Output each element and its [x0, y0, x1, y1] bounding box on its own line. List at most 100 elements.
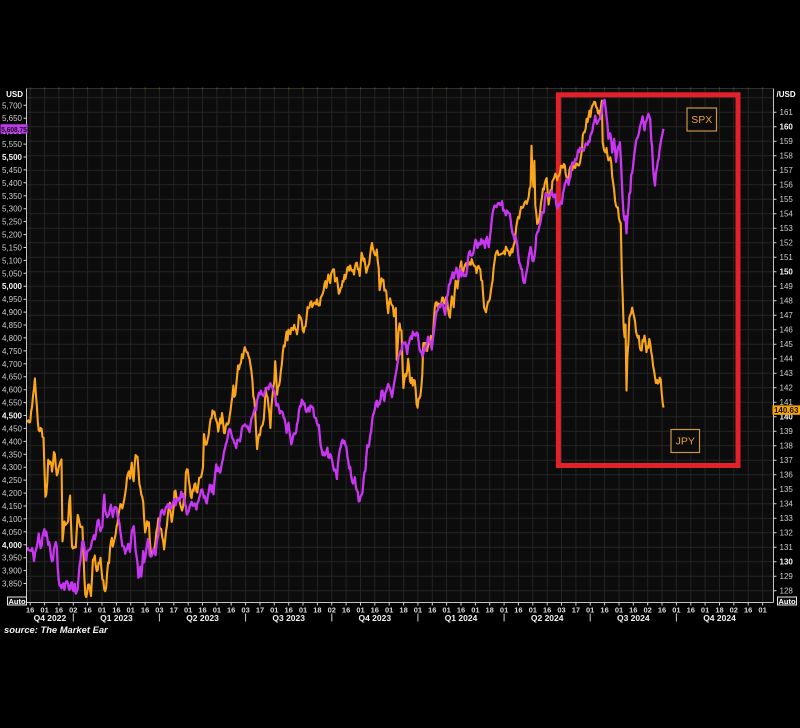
svg-text:18: 18 — [399, 605, 407, 614]
svg-text:133: 133 — [780, 514, 794, 523]
svg-text:5,500: 5,500 — [2, 153, 23, 162]
svg-text:157: 157 — [780, 166, 794, 175]
svg-text:Q1 2023: Q1 2023 — [100, 613, 133, 623]
svg-text:148: 148 — [780, 297, 794, 306]
svg-text:4,900: 4,900 — [2, 308, 23, 317]
svg-text:01: 01 — [299, 605, 307, 614]
svg-text:JPY: JPY — [676, 436, 695, 448]
svg-text:4,850: 4,850 — [2, 321, 23, 330]
svg-text:4,150: 4,150 — [2, 502, 23, 511]
svg-text:5,550: 5,550 — [2, 140, 23, 149]
svg-text:145: 145 — [780, 340, 794, 349]
svg-text:155: 155 — [780, 195, 794, 204]
svg-text:16: 16 — [227, 605, 235, 614]
svg-text:02: 02 — [730, 605, 738, 614]
svg-text:16: 16 — [658, 605, 666, 614]
svg-text:4,400: 4,400 — [2, 437, 23, 446]
svg-text:01: 01 — [471, 605, 479, 614]
svg-text:16: 16 — [141, 605, 149, 614]
svg-text:Q2 2023: Q2 2023 — [186, 613, 219, 623]
svg-text:01: 01 — [672, 605, 680, 614]
svg-text:142: 142 — [780, 384, 794, 393]
svg-text:18: 18 — [313, 605, 321, 614]
svg-text:136: 136 — [780, 471, 794, 480]
svg-text:4,300: 4,300 — [2, 463, 23, 472]
svg-text:18: 18 — [486, 605, 494, 614]
svg-text:Q2 2024: Q2 2024 — [531, 613, 564, 623]
svg-text:132: 132 — [780, 529, 794, 538]
svg-text:128: 128 — [780, 587, 794, 596]
svg-text:16: 16 — [371, 605, 379, 614]
svg-text:140.63: 140.63 — [774, 406, 799, 415]
svg-text:17: 17 — [170, 605, 178, 614]
svg-text:156: 156 — [780, 181, 794, 190]
svg-text:03: 03 — [155, 605, 163, 614]
svg-text:4,500: 4,500 — [2, 412, 23, 421]
svg-text:01: 01 — [184, 605, 192, 614]
svg-text:01: 01 — [414, 605, 422, 614]
svg-text:03: 03 — [557, 605, 565, 614]
svg-text:01: 01 — [529, 605, 537, 614]
svg-text:138: 138 — [780, 442, 794, 451]
svg-text:4,450: 4,450 — [2, 424, 23, 433]
svg-text:16: 16 — [629, 605, 637, 614]
svg-text:129: 129 — [780, 572, 794, 581]
svg-text:17: 17 — [572, 605, 580, 614]
svg-text:4,050: 4,050 — [2, 528, 23, 537]
svg-text:149: 149 — [780, 282, 794, 291]
svg-text:147: 147 — [780, 311, 794, 320]
svg-text:5,050: 5,050 — [2, 269, 23, 278]
svg-text:01: 01 — [442, 605, 450, 614]
svg-text:02: 02 — [644, 605, 652, 614]
svg-text:150: 150 — [780, 268, 794, 277]
svg-text:16: 16 — [543, 605, 551, 614]
svg-text:Q4 2024: Q4 2024 — [703, 613, 736, 623]
svg-text:137: 137 — [780, 456, 794, 465]
svg-text:02: 02 — [328, 605, 336, 614]
svg-text:4,700: 4,700 — [2, 360, 23, 369]
svg-text:3,900: 3,900 — [2, 567, 23, 576]
svg-text:16: 16 — [457, 605, 465, 614]
svg-text:SPX: SPX — [691, 114, 712, 126]
svg-text:01: 01 — [758, 605, 766, 614]
svg-text:131: 131 — [780, 543, 794, 552]
svg-text:5,000: 5,000 — [2, 282, 23, 291]
svg-text:161: 161 — [780, 108, 794, 117]
svg-text:3,950: 3,950 — [2, 554, 23, 563]
svg-text:5,650: 5,650 — [2, 114, 23, 123]
svg-text:141: 141 — [780, 398, 794, 407]
svg-text:Q3 2024: Q3 2024 — [617, 613, 650, 623]
svg-text:4,650: 4,650 — [2, 373, 23, 382]
svg-text:01: 01 — [385, 605, 393, 614]
svg-text:151: 151 — [780, 253, 794, 262]
svg-text:USD: USD — [6, 90, 23, 99]
svg-text:4,600: 4,600 — [2, 386, 23, 395]
svg-text:18: 18 — [715, 605, 723, 614]
svg-text:16: 16 — [342, 605, 350, 614]
svg-text:03: 03 — [241, 605, 249, 614]
svg-text:153: 153 — [780, 224, 794, 233]
svg-text:Auto: Auto — [8, 597, 25, 606]
svg-text:Auto: Auto — [778, 597, 795, 606]
svg-text:160: 160 — [780, 123, 794, 132]
svg-text:4,000: 4,000 — [2, 541, 23, 550]
svg-text:01: 01 — [500, 605, 508, 614]
svg-text:4,550: 4,550 — [2, 399, 23, 408]
svg-text:5,200: 5,200 — [2, 231, 23, 240]
svg-text:154: 154 — [780, 210, 794, 219]
svg-text:Q1 2024: Q1 2024 — [445, 613, 478, 623]
svg-text:Q4 2023: Q4 2023 — [358, 613, 391, 623]
svg-text:16: 16 — [285, 605, 293, 614]
svg-text:16: 16 — [55, 605, 63, 614]
svg-text:02: 02 — [69, 605, 77, 614]
svg-text:144: 144 — [780, 355, 794, 364]
svg-text:5,400: 5,400 — [2, 179, 23, 188]
svg-text:146: 146 — [780, 326, 794, 335]
svg-text:140: 140 — [780, 413, 794, 422]
svg-text:4,750: 4,750 — [2, 347, 23, 356]
svg-text:01: 01 — [98, 605, 106, 614]
svg-text:130: 130 — [780, 558, 794, 567]
svg-text:5,608.75: 5,608.75 — [1, 125, 27, 134]
svg-text:5,150: 5,150 — [2, 244, 23, 253]
svg-text:17: 17 — [256, 605, 264, 614]
